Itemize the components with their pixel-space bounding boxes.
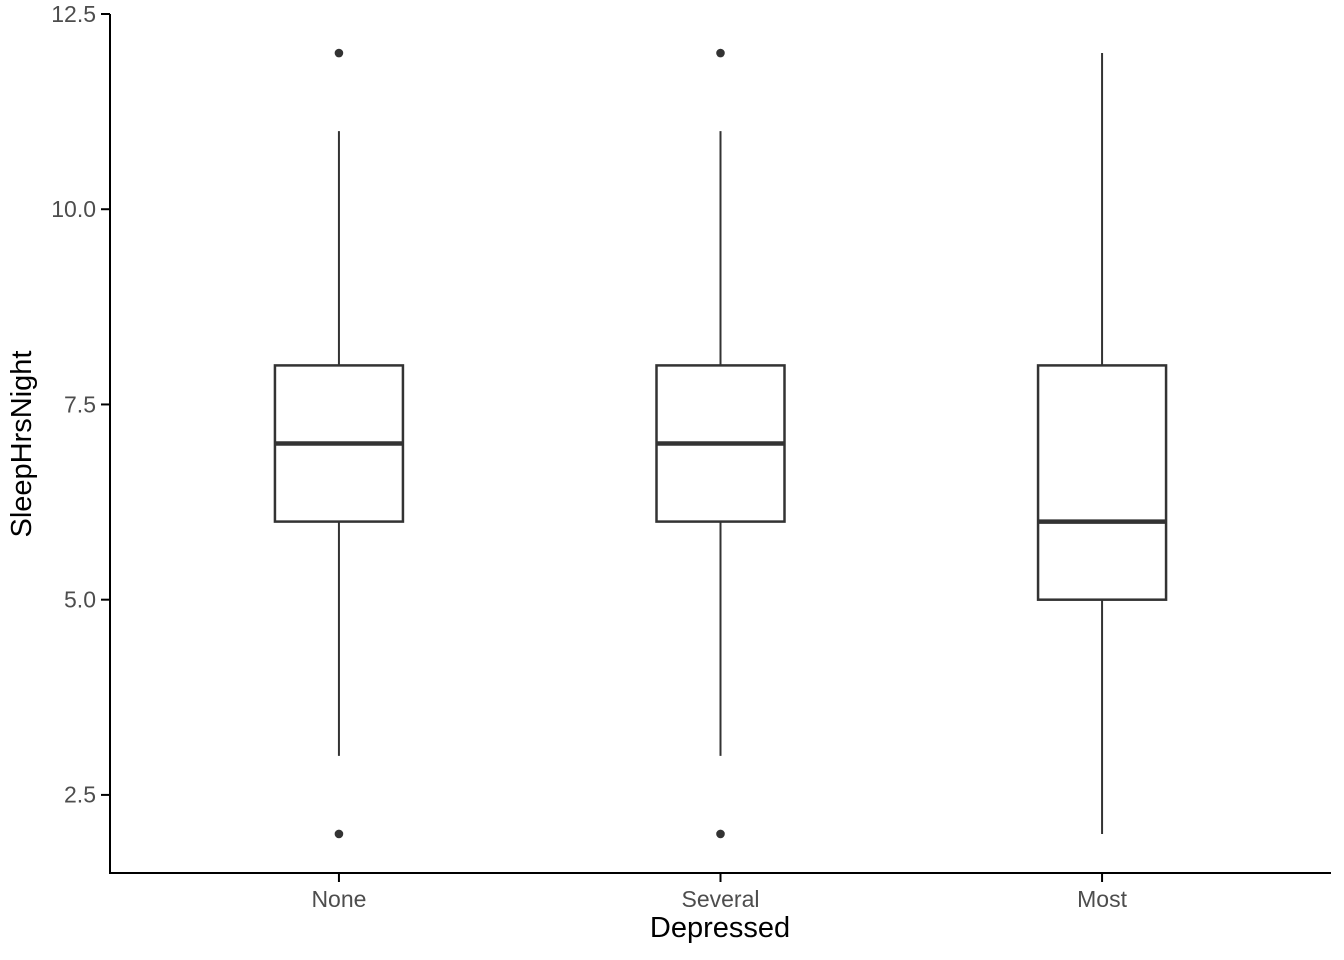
iqr-box (1036, 364, 1168, 601)
y-tick-label: 2.5 (64, 782, 96, 808)
boxplot-none (273, 48, 405, 839)
boxplot-several (655, 48, 786, 839)
boxplot-most (1036, 53, 1168, 834)
x-tick-label-most: Most (1077, 886, 1127, 912)
x-tick-label-several: Several (682, 886, 760, 912)
x-axis-title: Depressed (650, 912, 790, 944)
outlier-point (716, 48, 725, 58)
outlier-point (334, 829, 344, 839)
outlier-point (716, 829, 725, 839)
x-tick-label-none: None (311, 886, 366, 912)
outlier-point (334, 48, 344, 58)
y-tick-label: 7.5 (64, 391, 96, 417)
y-tick-label: 12.5 (51, 1, 96, 27)
chart-generated-layer: 2.5 5.0 7.5 10.0 12.5 None Several Most (51, 1, 1331, 912)
y-axis-title: SleepHrsNight (6, 351, 38, 538)
y-tick-label: 10.0 (51, 196, 96, 222)
y-tick-label: 5.0 (64, 587, 96, 613)
